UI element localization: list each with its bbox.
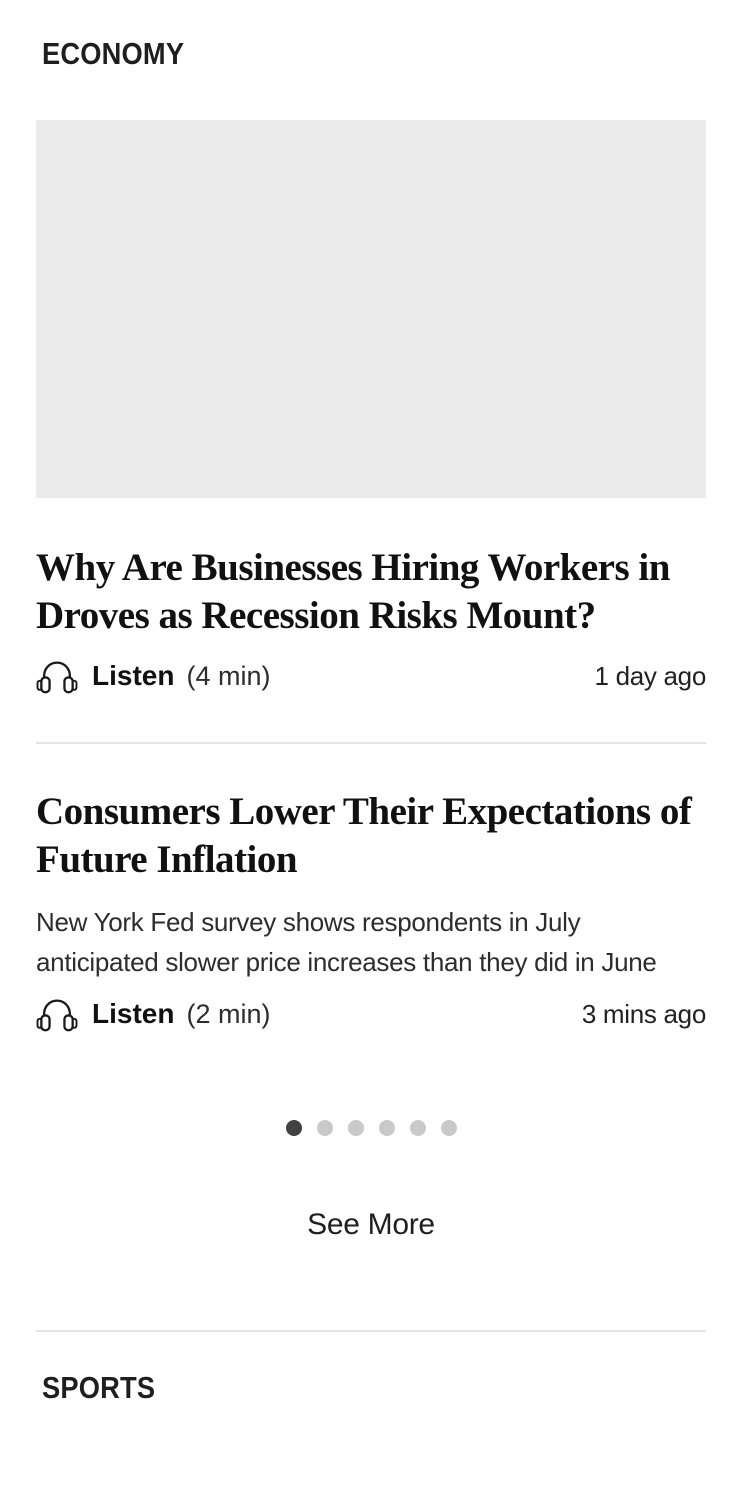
headphones-icon [36,999,78,1032]
article-headline[interactable]: Why Are Businesses Hiring Workers in Dro… [36,546,670,637]
carousel-dot[interactable] [378,1120,395,1136]
economy-section: ECONOMY Why Are Businesses Hiring Worker… [36,36,706,1332]
listen-button[interactable]: Listen (4 min) [36,655,270,697]
article-deck: New York Fed survey shows respondents in… [36,907,657,977]
carousel-dot[interactable] [409,1120,426,1136]
article-card: Why Are Businesses Hiring Workers in Dro… [36,544,706,698]
section-divider [36,1330,706,1332]
article-timestamp: 3 mins ago [581,998,706,1029]
article-headline[interactable]: Consumers Lower Their Expectations of Fu… [36,790,692,881]
listen-button[interactable]: Listen (2 min) [36,993,270,1035]
article-card: Consumers Lower Their Expectations of Fu… [36,788,706,1036]
carousel-dot[interactable] [285,1120,302,1136]
news-feed-page: ECONOMY Why Are Businesses Hiring Worker… [0,36,742,1406]
carousel-dot[interactable] [316,1120,333,1136]
article-divider [36,742,706,744]
article-meta-row: Listen (4 min) 1 day ago [36,654,706,698]
section-header-economy: ECONOMY [42,36,185,71]
listen-label: Listen [92,998,175,1029]
listen-duration: (2 min) [186,998,271,1029]
carousel-dots [36,1120,706,1136]
article-image-placeholder[interactable] [36,120,706,498]
listen-duration: (4 min) [186,660,271,691]
headphones-icon [36,661,78,694]
carousel-dot[interactable] [440,1120,457,1136]
article-meta-row: Listen (2 min) 3 mins ago [36,992,706,1036]
section-header-sports: SPORTS [42,1370,156,1405]
sports-section: SPORTS [36,1370,706,1406]
listen-label: Listen [92,660,175,691]
see-more-button[interactable]: See More [307,1208,435,1241]
article-timestamp: 1 day ago [594,660,706,691]
carousel-dot[interactable] [347,1120,364,1136]
